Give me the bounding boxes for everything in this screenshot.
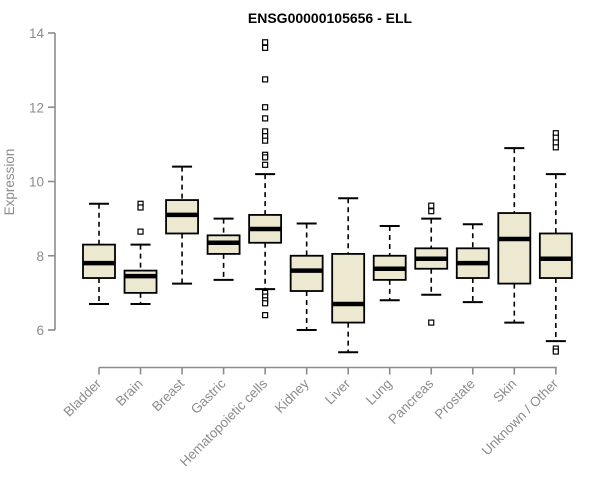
outlier-point — [552, 348, 559, 355]
outlier-point — [262, 39, 269, 46]
y-tick-label: 10 — [29, 175, 44, 190]
outlier-point — [262, 300, 269, 307]
x-tick-label: Pancreas — [385, 376, 436, 427]
box-group — [497, 147, 532, 324]
box-group — [331, 197, 366, 354]
iqr-box — [497, 212, 532, 285]
x-tick-label: Lung — [363, 376, 395, 408]
box-group — [165, 165, 199, 285]
outlier-point — [262, 76, 269, 83]
iqr-box — [331, 252, 366, 324]
box-group — [248, 39, 283, 319]
x-tick-label: Skin — [490, 376, 519, 405]
box-group — [538, 130, 573, 355]
outlier-point — [262, 137, 269, 144]
y-tick-label: 14 — [29, 26, 45, 41]
outlier-point — [428, 319, 435, 326]
x-tick-label: Unknown / Other — [479, 376, 562, 459]
x-tick-label: Brain — [113, 376, 146, 409]
box-group — [123, 200, 158, 306]
y-tick-label: 8 — [36, 249, 44, 264]
x-tick-label: Kidney — [272, 376, 312, 416]
outlier-point — [262, 154, 269, 161]
outlier-point — [428, 202, 435, 209]
chart-title: ENSG00000105656 - ELL — [248, 10, 413, 26]
box-group — [82, 202, 116, 306]
y-tick-label: 12 — [29, 100, 44, 115]
iqr-box — [289, 254, 324, 292]
iqr-box — [538, 232, 573, 279]
box-series — [82, 39, 573, 355]
outlier-point — [552, 144, 559, 151]
outlier-point — [262, 312, 269, 319]
y-axis-title: Expression — [2, 149, 17, 216]
outlier-point — [262, 44, 269, 51]
box-group — [455, 223, 490, 304]
outlier-point — [262, 161, 269, 168]
outlier-point — [137, 228, 144, 235]
outlier-point — [262, 104, 269, 111]
x-tick-label: Prostate — [432, 376, 478, 422]
outlier-point — [428, 208, 435, 215]
box-group — [414, 202, 449, 326]
x-tick-label: Gastric — [188, 376, 229, 417]
outlier-point — [262, 115, 269, 122]
x-tick-label: Liver — [322, 376, 354, 408]
outlier-point — [137, 204, 144, 211]
y-tick-label: 6 — [36, 323, 44, 338]
box-group — [372, 225, 407, 302]
x-tick-label: Breast — [149, 376, 187, 414]
x-tick-label: Bladder — [61, 376, 105, 420]
box-group — [206, 217, 241, 281]
box-group — [289, 222, 324, 331]
